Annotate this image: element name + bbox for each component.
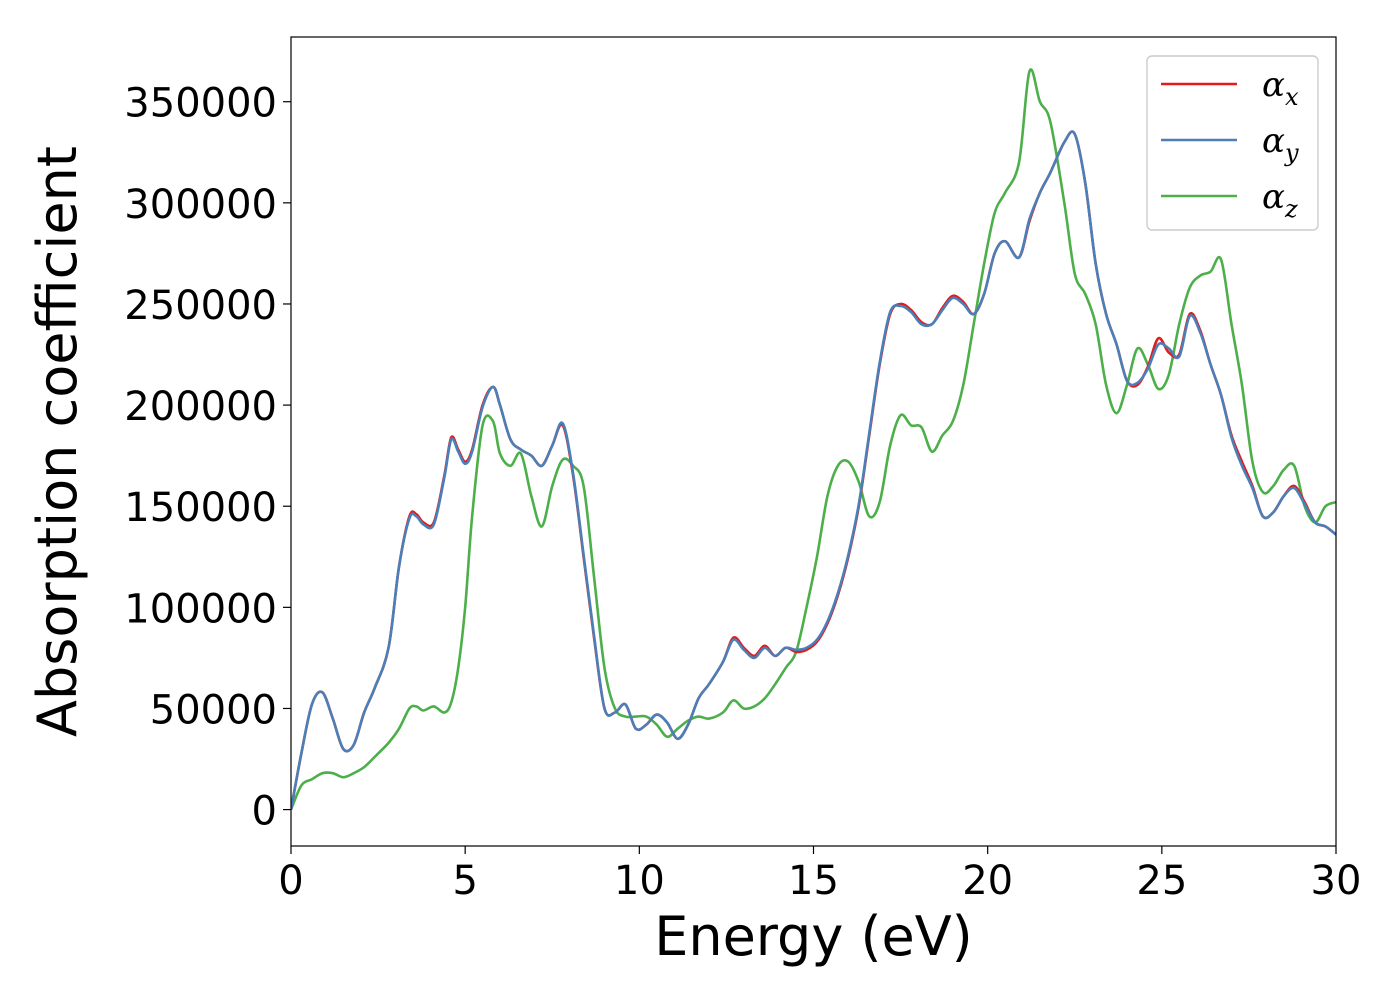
y-tick-label: 100000: [124, 586, 277, 632]
x-tick-label: 15: [788, 858, 839, 904]
x-axis: 0 5 10 15 20 25 30: [278, 846, 1361, 904]
series-line-z: [291, 68, 1336, 811]
x-tick-label: 10: [614, 858, 665, 904]
x-tick-label: 25: [1136, 858, 1187, 904]
y-tick-label: 250000: [124, 283, 277, 329]
x-tick-label: 20: [962, 858, 1013, 904]
x-axis-title: Energy (eV): [654, 905, 973, 968]
y-tick-label: 350000: [124, 81, 277, 127]
y-tick-label: 200000: [124, 384, 277, 430]
y-axis: 0 50000 100000 150000 200000 250000 300000 3500…: [124, 81, 291, 835]
y-tick-label: 50000: [150, 687, 277, 733]
legend-box: [1146, 55, 1319, 231]
series-layer: [291, 68, 1336, 811]
y-tick-label: 150000: [124, 485, 277, 531]
y-tick-label: 0: [252, 789, 277, 835]
y-tick-label: 300000: [124, 182, 277, 228]
y-axis-title: Absorption coefficient: [26, 146, 89, 737]
legend-label-z: αz: [1262, 177, 1298, 223]
x-tick-label: 0: [278, 858, 303, 904]
x-tick-label: 30: [1311, 858, 1362, 904]
x-tick-label: 5: [452, 858, 477, 904]
series-line-y: [291, 130, 1336, 810]
legend-label-x: αx: [1262, 65, 1299, 111]
legend: αx αy αz: [1146, 55, 1319, 231]
legend-label-y: αy: [1262, 121, 1299, 167]
